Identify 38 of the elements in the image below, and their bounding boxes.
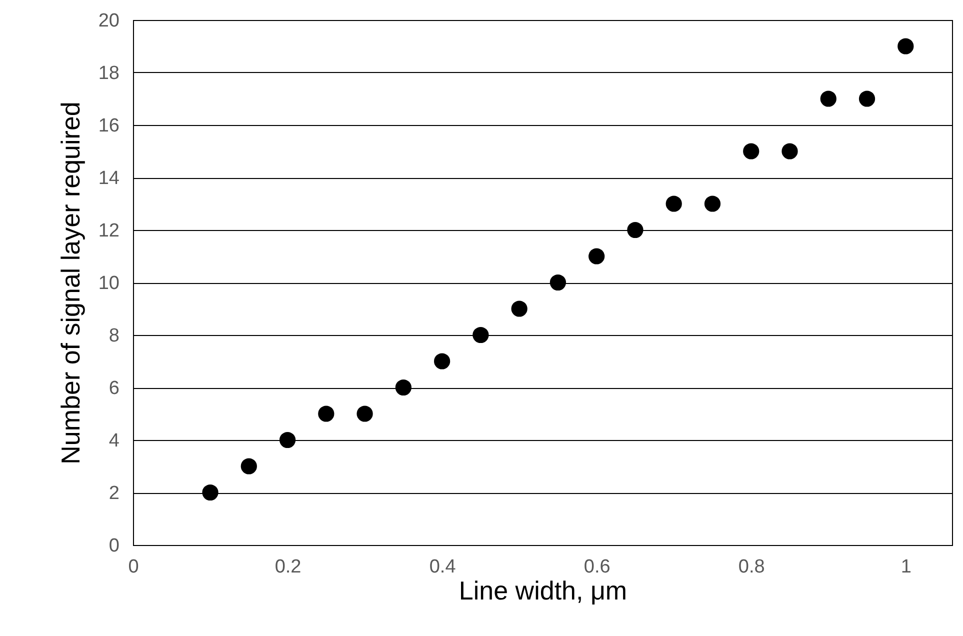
x-tick-label: 0.8 [738,556,765,578]
x-axis-title: Line width, μm [458,576,628,606]
y-axis-title: Number of signal layer required [55,102,86,464]
y-tick-label: 4 [108,430,120,452]
point [782,143,798,160]
y-tick-label: 12 [98,220,120,242]
point [550,274,566,291]
point [434,353,450,370]
x-tick-label: 0 [128,556,139,578]
point [743,143,760,160]
x-tick-label: 0.4 [429,556,456,578]
point [704,196,721,212]
point [627,222,644,238]
point [511,300,528,317]
point [820,90,836,107]
x-tick-label: 0.2 [274,556,302,578]
y-tick-label: 8 [108,326,120,346]
point [240,458,257,474]
x-tick-label: 1 [900,556,912,578]
point [279,432,296,448]
point [395,379,412,396]
y-tick-label: 6 [108,378,120,399]
y-tick-label: 10 [98,273,120,294]
y-tick-label: 0 [108,536,120,556]
y-tick-label: 16 [98,116,120,136]
point [356,406,373,422]
y-tick-label: 20 [98,10,120,32]
point [898,38,914,54]
y-tick-label: 2 [108,483,120,504]
y-tick-label: 18 [98,63,120,84]
y-tick-label: 14 [98,168,120,189]
x-tick-label: 0.6 [584,556,610,578]
point [588,248,605,264]
point [318,406,334,422]
point [202,484,218,501]
point [666,196,682,212]
point [472,326,489,344]
point [858,90,876,107]
